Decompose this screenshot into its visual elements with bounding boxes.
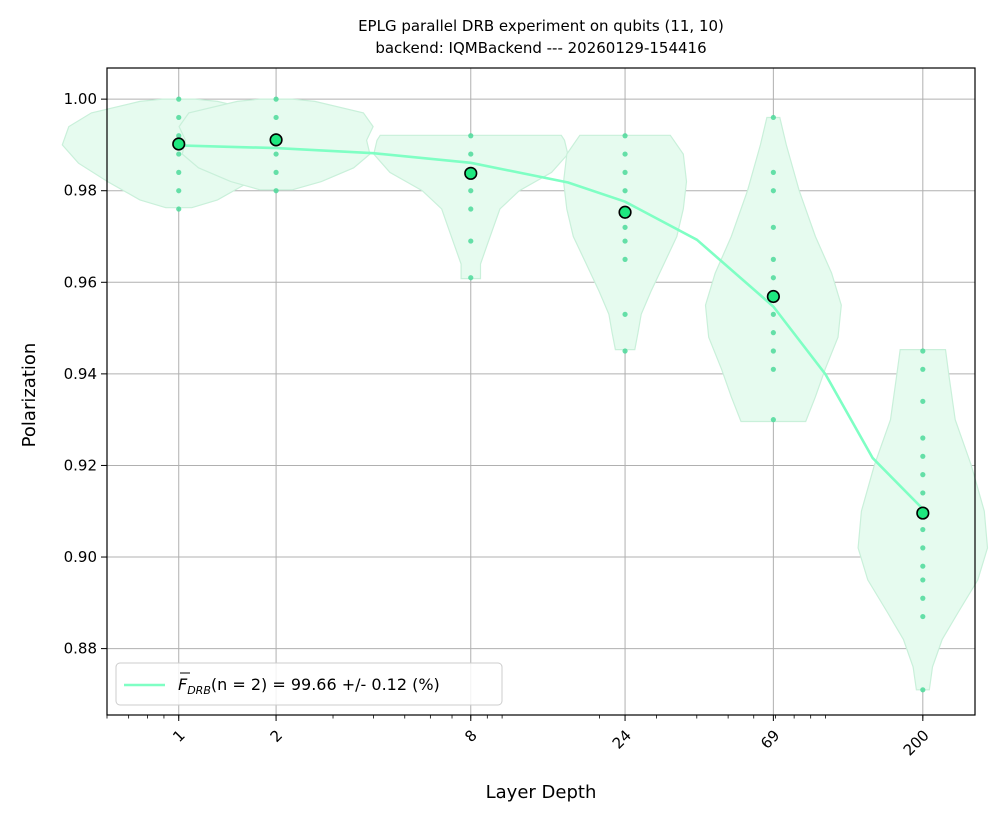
sample-point: [176, 114, 182, 121]
sample-point: [920, 472, 926, 478]
sample-point: [770, 366, 776, 372]
y-tick-label: 0.96: [64, 273, 97, 291]
x-axis-label: Layer Depth: [486, 782, 597, 803]
sample-point: [920, 595, 926, 601]
chart-title-line2: backend: IQMBackend --- 20260129-154416: [375, 39, 706, 57]
sample-point: [920, 453, 926, 459]
sample-point: [622, 224, 628, 230]
x-axis-ticks: 1 2 8 24 69 200: [106, 715, 933, 759]
legend-fit-subscript: DRB: [187, 684, 211, 697]
fit-curve-group: [178, 144, 924, 510]
sample-point: [920, 687, 926, 693]
y-tick-label: 0.98: [64, 182, 97, 200]
legend: FDRB(n = 2) = 99.66 +/- 0.12 (%): [115, 662, 503, 706]
sample-point: [920, 545, 926, 551]
sample-point: [176, 188, 182, 194]
sample-point: [622, 151, 628, 157]
legend-box: [115, 662, 503, 706]
sample-point: [770, 311, 776, 317]
sample-point: [920, 435, 926, 441]
sample-point: [770, 169, 776, 175]
mean-point: [172, 137, 186, 151]
sample-point: [770, 348, 776, 354]
y-axis-label: Polarization: [19, 343, 40, 448]
legend-fit-symbol: F: [178, 675, 188, 694]
x-tick-label: 200: [900, 726, 933, 759]
mean-point: [618, 205, 632, 219]
sample-point: [920, 613, 926, 620]
violin-body: [704, 116, 842, 423]
sample-point: [622, 188, 628, 194]
mean-point: [766, 289, 780, 304]
x-tick-label: 24: [609, 726, 635, 752]
y-tick-label: 1.00: [64, 90, 97, 108]
sample-point: [920, 526, 926, 533]
mean-point: [916, 506, 930, 520]
violin-group: [61, 98, 989, 691]
sample-point: [770, 188, 776, 194]
chart-title: EPLG parallel DRB experiment on qubits (…: [358, 17, 724, 57]
sample-point: [468, 151, 474, 157]
sample-point: [622, 169, 628, 175]
sample-point: [176, 133, 182, 139]
sample-point: [770, 275, 776, 281]
sample-point: [622, 348, 628, 354]
legend-fit-n: (n = 2): [211, 675, 267, 694]
sample-point: [770, 330, 776, 336]
sample-point: [920, 366, 926, 372]
sample-point: [622, 311, 628, 317]
y-tick-label: 0.94: [64, 365, 97, 383]
y-tick-label: 0.88: [64, 640, 97, 658]
legend-fit-value: = 99.66 +/- 0.12 (%): [267, 675, 440, 694]
sample-point: [770, 256, 776, 262]
violin-body: [857, 349, 989, 691]
sample-point: [920, 398, 926, 404]
sample-point: [176, 169, 182, 175]
sample-point: [920, 348, 926, 354]
sample-point: [920, 563, 926, 569]
sample-point: [468, 238, 474, 244]
mean-points-group: [172, 133, 930, 520]
x-tick-label: 8: [461, 726, 480, 745]
y-axis-ticks: 0.88 0.90 0.92 0.94 0.96 0.98 1.00: [64, 90, 107, 658]
mean-point: [269, 133, 283, 147]
x-tick-label: 69: [757, 726, 783, 752]
sample-point: [622, 238, 628, 244]
sample-point: [176, 96, 182, 102]
y-tick-label: 0.92: [64, 456, 97, 474]
y-tick-label: 0.90: [64, 548, 97, 566]
sample-point: [622, 133, 628, 139]
sample-point: [273, 96, 279, 102]
sample-point: [468, 206, 474, 212]
sample-point: [468, 275, 474, 281]
fit-curve: [178, 144, 924, 510]
plot-frame: [106, 67, 976, 716]
sample-point: [770, 417, 776, 423]
sample-point: [273, 114, 279, 121]
sample-point: [622, 256, 628, 262]
sample-point: [176, 206, 182, 212]
x-tick-label: 1: [169, 726, 188, 745]
sample-point: [468, 133, 474, 139]
sample-point: [273, 188, 279, 194]
sample-point: [273, 151, 279, 157]
x-tick-label: 2: [267, 726, 286, 745]
sample-point: [770, 114, 776, 121]
sample-point: [920, 490, 926, 496]
sample-point: [468, 188, 474, 194]
sample-point: [273, 169, 279, 175]
sample-point: [176, 151, 182, 157]
legend-fit-label: FDRB(n = 2) = 99.66 +/- 0.12 (%): [178, 675, 440, 697]
chart-title-line1: EPLG parallel DRB experiment on qubits (…: [358, 17, 724, 35]
sample-point: [920, 577, 926, 583]
sample-point: [770, 224, 776, 230]
mean-point: [464, 166, 478, 180]
sample-points-group: [176, 96, 926, 693]
